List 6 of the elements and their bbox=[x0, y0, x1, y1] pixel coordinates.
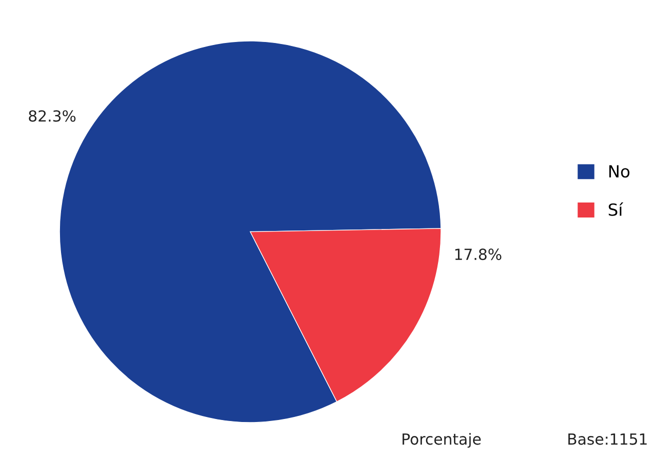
text: Base:1151 bbox=[568, 433, 647, 445]
legend-label: No bbox=[609, 165, 630, 178]
legend-label: Sí bbox=[608, 202, 624, 216]
data-label: 17.8% bbox=[455, 248, 502, 260]
text: Porcentaje bbox=[402, 432, 481, 448]
data-label: 82.3% bbox=[28, 110, 76, 122]
